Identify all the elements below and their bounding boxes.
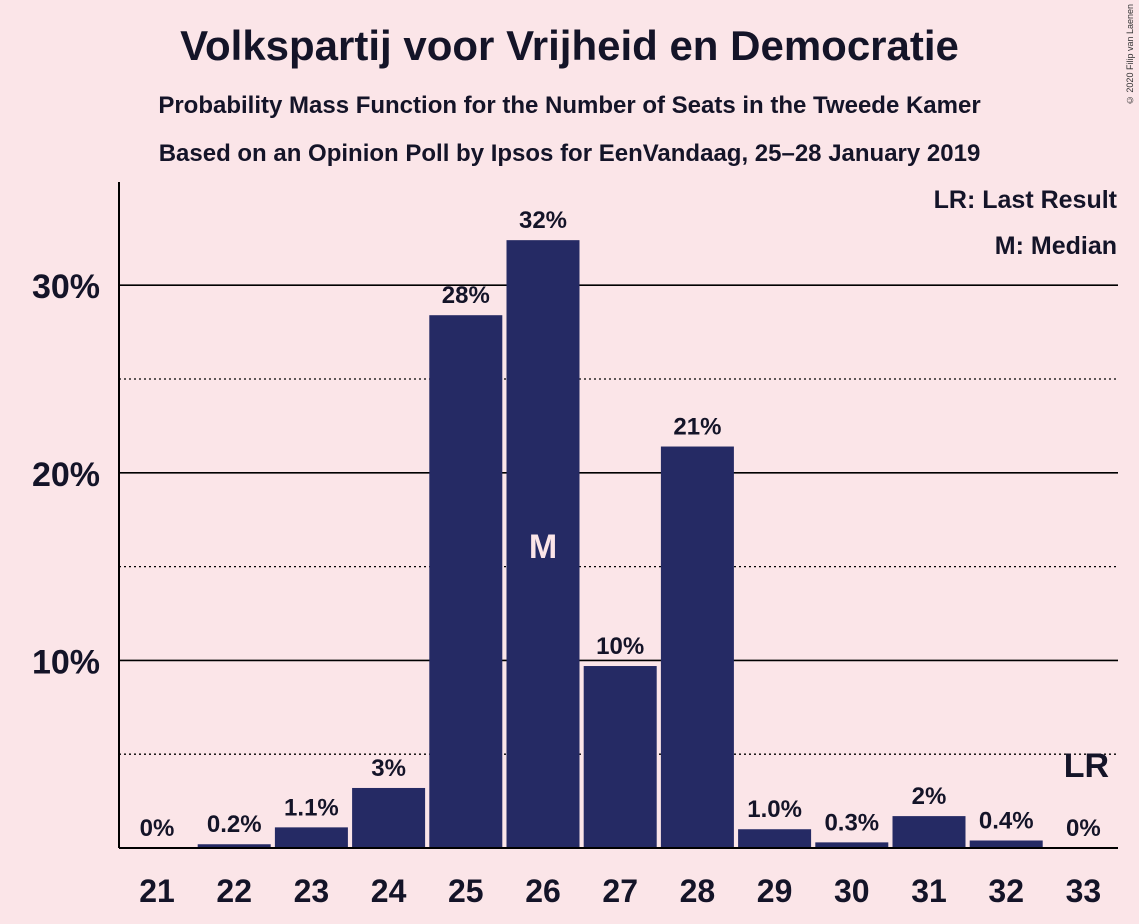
x-tick-label: 27: [602, 873, 638, 909]
bar: [738, 829, 812, 848]
x-tick-label: 28: [680, 873, 716, 909]
bar: [969, 840, 1043, 848]
bar: [583, 666, 657, 848]
bar: [274, 827, 348, 848]
x-tick-label: 29: [757, 873, 793, 909]
y-tick-label: 20%: [32, 456, 100, 494]
bar: [892, 816, 966, 848]
data-label: 28%: [442, 282, 490, 309]
data-label: 0%: [1066, 815, 1101, 842]
bar: [660, 446, 734, 848]
x-tick-label: 33: [1066, 873, 1102, 909]
legend-last-result: LR: Last Result: [933, 186, 1117, 214]
x-tick-label: 30: [834, 873, 870, 909]
bar: [352, 787, 426, 848]
x-tick-label: 23: [294, 873, 330, 909]
data-label: 10%: [596, 633, 644, 660]
last-result-marker: LR: [1064, 747, 1109, 785]
data-label: 0%: [140, 815, 175, 842]
median-marker: M: [529, 528, 557, 566]
chart-title: Volkspartij voor Vrijheid en Democratie: [180, 22, 959, 69]
bar: [429, 315, 503, 848]
bar: [197, 844, 271, 848]
bar: [815, 842, 889, 848]
x-tick-label: 26: [525, 873, 561, 909]
chart-subtitle: Probability Mass Function for the Number…: [158, 92, 981, 119]
data-label: 0.4%: [979, 807, 1034, 834]
legend-median: M: Median: [994, 232, 1117, 260]
bar: [506, 240, 580, 849]
chart-source-note: Based on an Opinion Poll by Ipsos for Ee…: [158, 140, 981, 167]
x-tick-label: 32: [988, 873, 1024, 909]
y-tick-label: 10%: [32, 643, 100, 681]
y-tick-label: 30%: [32, 268, 100, 306]
data-label: 21%: [673, 414, 721, 441]
x-tick-label: 31: [911, 873, 947, 909]
data-label: 3%: [371, 755, 406, 782]
data-label: 0.2%: [207, 811, 262, 838]
data-label: 2%: [912, 783, 947, 810]
x-tick-label: 25: [448, 873, 484, 909]
x-tick-label: 21: [139, 873, 175, 909]
data-label: 32%: [519, 207, 567, 234]
data-label: 1.0%: [747, 796, 802, 823]
data-label: 0.3%: [824, 809, 879, 836]
data-label: 1.1%: [284, 794, 339, 821]
x-tick-label: 24: [371, 873, 407, 909]
x-tick-label: 22: [216, 873, 252, 909]
